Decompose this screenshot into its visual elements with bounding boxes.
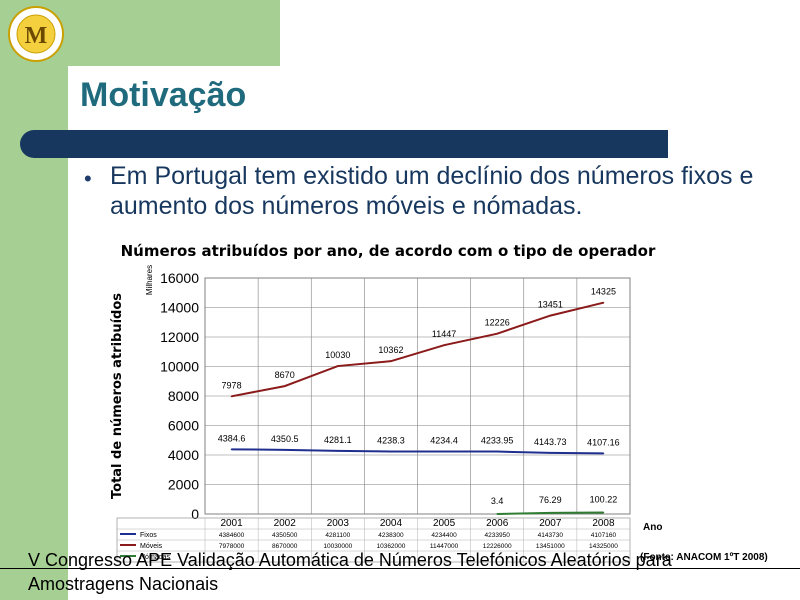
data-label: 4143.73 [534,437,567,447]
y-tick-label: 6000 [168,418,199,434]
x-tick-label: 2002 [274,518,297,529]
x-tick-label: 2003 [327,518,350,529]
data-label: 12226 [485,318,510,328]
x-tick-label: 2005 [433,518,456,529]
data-label: 13451 [538,300,563,310]
x-tick-label: 2001 [220,518,243,529]
line-chart: Números atribuídos por ano, de acordo co… [110,242,662,563]
data-label: 10030 [325,350,350,360]
y-tick-label: 2000 [168,477,199,493]
data-label: 8670 [275,370,295,380]
data-table-cell: 4107160 [591,532,617,539]
data-table-cell: 13451000 [536,543,565,550]
footer-source: (Fonte: ANACOM 1ºT 2008) [640,552,768,563]
data-table-cell: 12226000 [483,543,512,550]
data-table-cell: 4350500 [272,532,298,539]
data-point [549,512,552,514]
data-label: 100.22 [590,495,618,505]
data-label: 10362 [378,345,403,355]
data-label: 4107.16 [587,437,620,447]
data-table-cell: 4234400 [431,532,457,539]
data-point [390,360,392,362]
y-tick-label: 16000 [160,270,199,286]
data-point [549,314,552,317]
legend-entry: Móveis [140,543,163,550]
data-label: 76.29 [539,495,562,505]
y-tick-label: 0 [191,506,199,522]
data-table-cell: 4143730 [538,532,564,539]
y-tick-label: 8000 [168,388,199,404]
svg-text:M: M [25,23,48,49]
legend-entry: Fixos [140,532,157,539]
data-point [230,395,233,398]
data-point [602,452,605,455]
series-line [231,448,604,455]
y-tick-label: 12000 [160,329,199,345]
x-tick-label: 2004 [380,518,403,529]
data-table-cell: 7978000 [219,543,245,550]
data-label: 4350.5 [271,434,299,444]
data-point [443,344,445,346]
data-label: 7978 [222,380,242,390]
data-point [283,385,286,387]
x-tick-label: 2007 [539,518,562,529]
university-seal-icon: M [8,6,64,62]
data-label: 14325 [591,287,616,297]
data-table-cell: 4384600 [219,532,245,539]
data-label: 4384.6 [218,433,246,443]
data-label: 4233.95 [481,436,514,446]
footer: V Congresso APE Validação Automática de … [0,548,800,596]
data-point [602,301,605,304]
data-table-cell: 4281100 [325,532,350,539]
data-label: 4238.3 [377,435,405,445]
data-point [443,450,445,453]
footer-rule [0,568,800,569]
bullet-icon: • [84,166,92,191]
y-axis-label: Total de números atribuídos [110,293,125,499]
data-table-cell: 10362000 [376,543,405,550]
data-table-cell: 11447000 [430,543,459,550]
left-green-band [0,0,68,600]
x-axis-label: Ano [643,522,662,533]
data-table-cell: 8670000 [272,543,298,550]
series-line [231,301,604,398]
y-tick-label: 4000 [168,447,199,463]
data-point [496,332,498,335]
data-point [337,365,339,367]
slide-title: Motivação [80,76,247,114]
data-point [496,450,498,453]
bullet-text: Em Portugal tem existido um declínio dos… [110,162,754,220]
data-table-cell: 4238300 [378,532,404,539]
data-table-cell: 10030000 [323,543,352,550]
y-tick-label: 14000 [160,300,199,316]
data-label: 11447 [432,329,456,339]
x-tick-label: 2008 [592,518,615,529]
footer-line-2: Amostragens Nacionais [28,574,219,594]
footer-line-1: V Congresso APE Validação Automática de … [28,550,672,570]
x-tick-label: 2006 [486,518,509,529]
data-table-cell: 4233950 [485,532,511,539]
data-point [496,513,498,515]
legend-entry: Nómadas [140,554,170,561]
data-label: 3.4 [491,496,504,506]
data-point [602,511,605,514]
data-label: 4234.4 [430,436,458,446]
title-underline-bar [20,130,668,158]
data-table-cell: 14325000 [589,543,618,550]
data-point [549,452,552,454]
y-unit-label: Milhares [145,265,154,295]
data-point [230,448,233,451]
top-green-band [68,0,280,66]
data-point [390,450,392,453]
chart-title: Números atribuídos por ano, de acordo co… [121,242,656,260]
y-tick-label: 10000 [160,359,199,375]
data-point [283,449,286,451]
data-point [337,450,339,452]
data-label: 4281.1 [324,435,352,445]
